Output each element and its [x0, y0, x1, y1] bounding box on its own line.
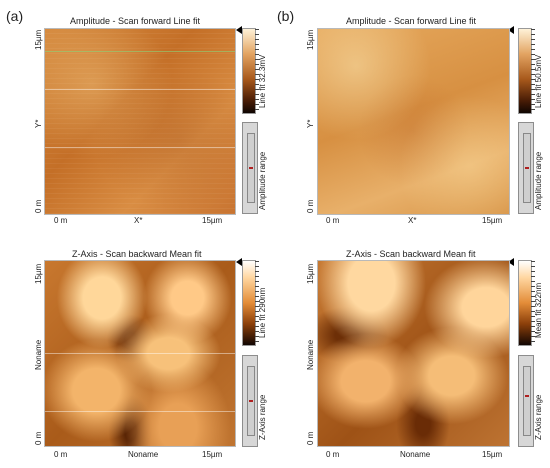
x-tick-right: 15µm [482, 450, 503, 459]
range-marker[interactable] [249, 167, 253, 169]
x-tick-right: 15µm [202, 450, 223, 459]
range-label: Amplitude range [534, 151, 543, 210]
range-label: Amplitude range [258, 151, 267, 210]
range-slider[interactable] [523, 366, 531, 436]
scan-line [45, 89, 235, 90]
z-axis-image[interactable] [317, 260, 510, 447]
colorbar-ticks [255, 261, 259, 345]
range-marker[interactable] [525, 167, 529, 169]
panel-title: Amplitude - Scan forward Line fit [70, 16, 201, 26]
x-tick-right: 15µm [202, 216, 223, 225]
range-control[interactable] [242, 122, 258, 214]
range-label: Z-Axis range [534, 394, 543, 440]
x-tick-left: 0 m [326, 216, 340, 225]
x-axis-label: Noname [400, 450, 431, 459]
range-marker[interactable] [249, 400, 253, 402]
panel-letter-b: (b) [277, 8, 295, 24]
colorbar-ticks [531, 261, 535, 345]
scan-line [45, 147, 235, 148]
range-label: Z-Axis range [258, 394, 267, 440]
x-tick-left: 0 m [54, 450, 68, 459]
y-tick-top: 15µm [306, 263, 315, 284]
x-axis-label: X* [134, 216, 143, 225]
range-slider[interactable] [247, 133, 255, 203]
y-tick-top: 15µm [306, 29, 315, 50]
panel-letter-a: (a) [6, 8, 24, 24]
x-tick-left: 0 m [54, 216, 68, 225]
colorbar-label: Line fit 50.5mV [534, 54, 543, 108]
amplitude-image[interactable] [44, 28, 236, 215]
range-marker[interactable] [525, 395, 529, 397]
x-tick-left: 0 m [326, 450, 340, 459]
colorbar-ticks [531, 29, 535, 113]
y-tick-bottom: 0 m [34, 431, 43, 445]
panel-title: Amplitude - Scan forward Line fit [346, 16, 477, 26]
scan-line [45, 353, 235, 354]
colorbar-label: Line fit 290nm [258, 287, 267, 338]
y-tick-top: 15µm [34, 263, 43, 284]
x-axis-label: Noname [128, 450, 159, 459]
range-slider[interactable] [523, 133, 531, 203]
scan-direction-triangle-icon[interactable] [236, 26, 242, 34]
x-tick-right: 15µm [482, 216, 503, 225]
range-slider[interactable] [247, 366, 255, 436]
y-axis-label: Y* [34, 119, 43, 128]
scan-direction-triangle-icon[interactable] [508, 258, 514, 266]
panel-title: Z-Axis - Scan backward Mean fit [346, 249, 476, 259]
panel-title: Z-Axis - Scan backward Mean fit [72, 249, 202, 259]
y-tick-top: 15µm [34, 29, 43, 50]
colorbar-ticks [255, 29, 259, 113]
y-axis-label: Noname [306, 339, 315, 370]
range-control[interactable] [518, 355, 534, 447]
x-axis-label: X* [408, 216, 417, 225]
colorbar-label: Line fit 32.3mV [258, 54, 267, 108]
range-control[interactable] [518, 122, 534, 214]
y-tick-bottom: 0 m [34, 199, 43, 213]
colorbar[interactable] [518, 260, 535, 346]
scan-line [45, 411, 235, 412]
y-axis-label: Y* [306, 119, 315, 128]
y-tick-bottom: 0 m [306, 199, 315, 213]
colorbar[interactable] [242, 260, 259, 346]
amplitude-image[interactable] [317, 28, 510, 215]
z-axis-image[interactable] [44, 260, 236, 447]
scan-line [45, 51, 235, 52]
scan-direction-triangle-icon[interactable] [236, 258, 242, 266]
colorbar[interactable] [518, 28, 535, 114]
range-control[interactable] [242, 355, 258, 447]
y-axis-label: Noname [34, 339, 43, 370]
colorbar-label: Mean fit 322nm [534, 282, 543, 338]
scan-direction-triangle-icon[interactable] [508, 26, 514, 34]
y-tick-bottom: 0 m [306, 431, 315, 445]
colorbar[interactable] [242, 28, 259, 114]
